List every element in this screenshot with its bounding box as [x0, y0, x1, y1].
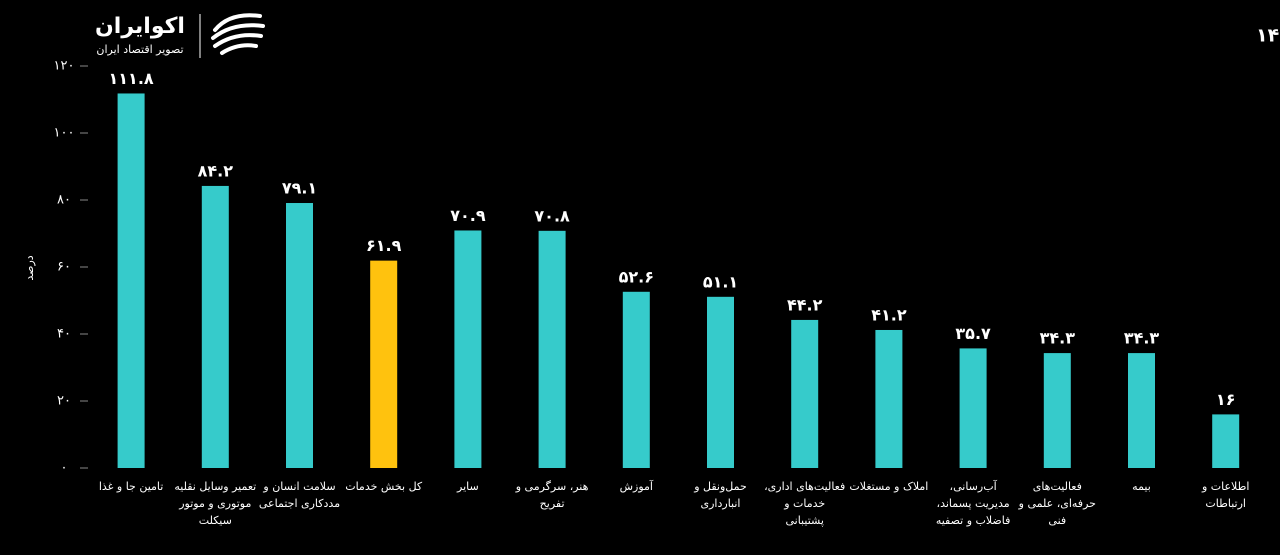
value-label: ۵۱.۱	[703, 272, 738, 291]
x-tick-label: تامین جا و غذا	[98, 480, 164, 493]
bar	[1128, 353, 1155, 468]
brand-subtitle: تصویر اقتصاد ایران	[96, 43, 183, 56]
bar	[370, 260, 398, 468]
brand-logo	[211, 13, 265, 55]
bar	[538, 230, 566, 468]
x-tick-label: هنر، سرگرمی و تفریح	[515, 480, 589, 510]
y-tick-label: ۱۰۰	[54, 126, 75, 141]
value-label: ۴۱.۲	[871, 305, 907, 324]
value-label: ۸۴.۲	[198, 161, 234, 180]
y-tick-label: ۶۰	[57, 260, 71, 275]
bar	[201, 185, 229, 468]
value-label: ۳۵.۷	[955, 324, 991, 343]
x-tick-label: سایر	[457, 480, 479, 493]
value-label: ۳۴.۳	[1040, 329, 1076, 348]
x-tick-label: آموزش	[619, 480, 653, 493]
value-label: ۷۰.۸	[534, 206, 570, 225]
bar	[1212, 414, 1240, 468]
bar	[622, 291, 650, 468]
y-tick-label: ۸۰	[57, 193, 71, 208]
value-label: ۱۱۱.۸	[109, 69, 154, 88]
x-tick-label: فعالیت‌های حرفه‌ای، علمی و فنی	[1018, 480, 1096, 527]
x-tick-label: آب‌رسانی، مدیریت پسماند، فاضلاب و تصفیه	[935, 480, 1011, 527]
x-tick-label: املاک و مستغلات	[849, 480, 929, 493]
bar	[707, 296, 734, 468]
value-label: ۱۶	[1216, 390, 1236, 409]
x-tick-label: حمل‌ونقل و انبارداری	[694, 480, 747, 510]
x-tick-label: فعالیت‌های اداری، خدمات و پشتیبانی	[764, 480, 846, 527]
chart-title: تورم تولیدکننده نقطه به نقطه اجزای بخش خ…	[1256, 25, 1280, 47]
y-axis-label: درصد	[23, 255, 36, 280]
bar	[1043, 353, 1071, 468]
x-tick-label: اطلاعات و ارتباطات	[1201, 480, 1250, 510]
value-label: ۷۹.۱	[282, 179, 317, 198]
x-tick-label: تعمیر وسایل نقلیه موتوری و موتور سیکلت	[174, 480, 257, 527]
y-tick-label: ۰	[61, 461, 68, 476]
x-tick-label: کل بخش خدمات	[345, 480, 423, 493]
value-label: ۵۲.۶	[619, 267, 654, 286]
bar	[454, 230, 482, 468]
value-label: ۳۴.۳	[1124, 329, 1160, 348]
brand: اکوایران	[95, 14, 185, 39]
value-label: ۶۱.۹	[366, 236, 402, 255]
value-label: ۴۴.۲	[787, 295, 823, 314]
bar	[117, 93, 145, 468]
y-tick-label: ۴۰	[57, 327, 71, 342]
bar	[959, 348, 987, 468]
x-tick-label: سلامت انسان و مددکاری اجتماعی	[258, 480, 341, 510]
y-tick-label: ۲۰	[57, 394, 71, 409]
bar	[791, 319, 819, 468]
x-tick-label: بیمه	[1132, 480, 1151, 493]
y-tick-label: ۱۲۰	[54, 59, 75, 74]
bar	[875, 329, 903, 468]
value-label: ۷۰.۹	[450, 206, 486, 225]
bar	[286, 203, 313, 468]
